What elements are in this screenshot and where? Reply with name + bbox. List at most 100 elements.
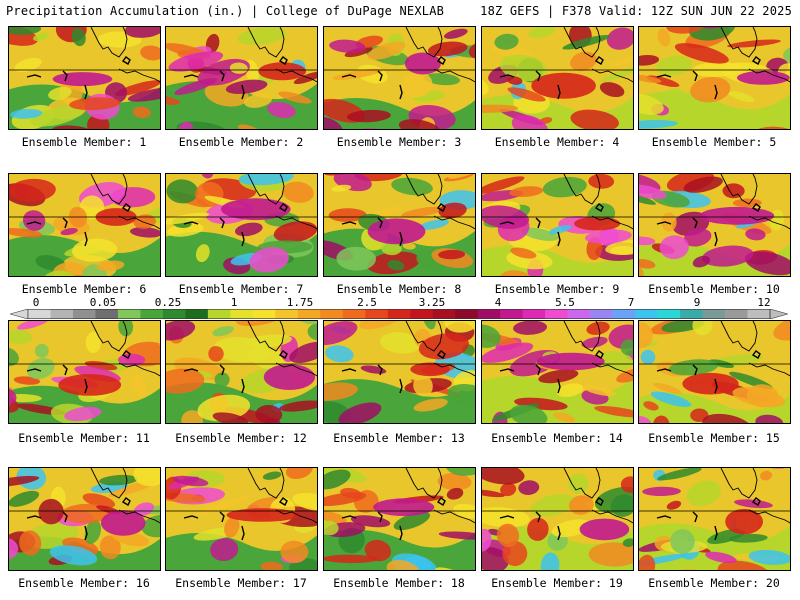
precip-contour bbox=[9, 490, 40, 507]
ensemble-member-map bbox=[323, 320, 476, 424]
precip-contour bbox=[702, 245, 754, 267]
ensemble-member-map bbox=[638, 320, 791, 424]
precip-contour bbox=[71, 27, 86, 47]
ensemble-member-label: Ensemble Member: 10 bbox=[648, 282, 780, 296]
island-outlines bbox=[499, 203, 604, 247]
precip-contour bbox=[166, 321, 196, 341]
precip-contour bbox=[22, 210, 46, 231]
precip-max-core bbox=[52, 72, 113, 87]
precip-contour bbox=[195, 244, 210, 263]
ensemble-member-map bbox=[8, 26, 161, 130]
colorbar-segment bbox=[477, 309, 501, 319]
colorbar-segment bbox=[72, 309, 96, 319]
precip-contour bbox=[568, 495, 594, 515]
ensemble-member-map bbox=[481, 173, 634, 277]
precip-max-core bbox=[682, 372, 739, 395]
precip-contour bbox=[33, 32, 50, 42]
precip-contour bbox=[418, 333, 469, 360]
precip-contour bbox=[690, 76, 731, 103]
precip-contour bbox=[324, 511, 347, 524]
precip-contour bbox=[402, 242, 416, 250]
precip-contour bbox=[201, 174, 214, 179]
colorbar-max-arrow bbox=[769, 309, 788, 319]
colorbar-tick-label: 9 bbox=[693, 296, 701, 309]
colorbar-segment bbox=[117, 309, 141, 319]
precip-contour bbox=[659, 235, 689, 260]
precip-contour bbox=[468, 42, 475, 59]
colorbar-segment bbox=[680, 309, 703, 319]
precip-contour bbox=[518, 480, 540, 495]
precip-contour bbox=[717, 560, 772, 570]
colorbar-tick-label: 7 bbox=[627, 296, 635, 309]
precip-contour bbox=[670, 529, 695, 554]
precip-contour bbox=[773, 321, 790, 341]
ensemble-member-label: Ensemble Member: 1 bbox=[21, 135, 147, 149]
coastline bbox=[90, 321, 160, 377]
precip-contour bbox=[683, 228, 712, 247]
precip-contour bbox=[642, 486, 681, 496]
precip-max-core bbox=[58, 374, 122, 396]
precip-contour bbox=[639, 55, 660, 66]
colorbar-segment bbox=[590, 309, 613, 319]
precip-contour bbox=[225, 79, 268, 94]
island-outlines bbox=[341, 350, 446, 394]
precip-contour bbox=[511, 114, 549, 129]
precip-contour bbox=[588, 542, 633, 567]
colorbar-segment bbox=[185, 309, 209, 319]
precip-contour bbox=[133, 468, 160, 487]
precip-contour bbox=[448, 174, 475, 179]
colorbar-tick-label: 0.05 bbox=[89, 296, 117, 309]
ensemble-member-label: Ensemble Member: 20 bbox=[648, 576, 780, 590]
precip-contour bbox=[482, 342, 534, 363]
colorbar-tick-label: 0 bbox=[32, 296, 40, 309]
precip-contour bbox=[732, 387, 786, 408]
precip-contour bbox=[620, 339, 633, 356]
coastline bbox=[563, 468, 633, 524]
precip-contour bbox=[656, 55, 693, 76]
precip-contour bbox=[324, 117, 343, 129]
precip-contour bbox=[34, 343, 49, 358]
ensemble-member-map bbox=[481, 320, 634, 424]
precip-contour bbox=[386, 559, 421, 570]
precip-contour bbox=[380, 332, 421, 354]
precip-contour bbox=[93, 417, 134, 423]
precip-contour bbox=[9, 178, 56, 202]
precip-contour bbox=[166, 91, 181, 105]
ensemble-member-label: Ensemble Member: 2 bbox=[178, 135, 304, 149]
precip-contour bbox=[16, 321, 50, 330]
precip-contour bbox=[124, 27, 160, 38]
precip-contour bbox=[570, 109, 619, 129]
precip-contour bbox=[279, 400, 317, 412]
precip-contour bbox=[666, 500, 682, 510]
precip-contour bbox=[507, 76, 523, 85]
colorbar bbox=[10, 309, 788, 319]
precip-contour bbox=[197, 394, 251, 422]
precip-contour bbox=[422, 321, 436, 330]
precip-contour bbox=[494, 33, 519, 50]
precip-contour bbox=[657, 28, 671, 47]
colorbar-segment bbox=[230, 309, 254, 319]
coastline bbox=[90, 468, 160, 524]
precip-contour bbox=[140, 45, 160, 61]
precip-contour bbox=[214, 372, 230, 387]
precip-contour bbox=[87, 114, 110, 129]
colorbar-segment bbox=[95, 309, 119, 319]
colorbar-segment bbox=[162, 309, 186, 319]
precip-contour bbox=[413, 398, 448, 412]
precip-contour bbox=[329, 39, 366, 53]
ensemble-member-map bbox=[323, 173, 476, 277]
precip-contour bbox=[82, 493, 116, 509]
coastline bbox=[720, 468, 790, 524]
precip-contour bbox=[783, 46, 790, 64]
coastline bbox=[90, 174, 160, 230]
ensemble-member-map bbox=[481, 467, 634, 571]
precip-contour bbox=[133, 502, 154, 517]
coastline bbox=[720, 27, 790, 83]
precip-contour bbox=[705, 551, 737, 564]
ensemble-member-label: Ensemble Member: 19 bbox=[491, 576, 623, 590]
precip-contour bbox=[692, 321, 713, 336]
precip-contour bbox=[38, 498, 64, 525]
precip-contour bbox=[424, 73, 461, 86]
precip-contour bbox=[446, 468, 475, 476]
precip-contour bbox=[10, 108, 43, 119]
